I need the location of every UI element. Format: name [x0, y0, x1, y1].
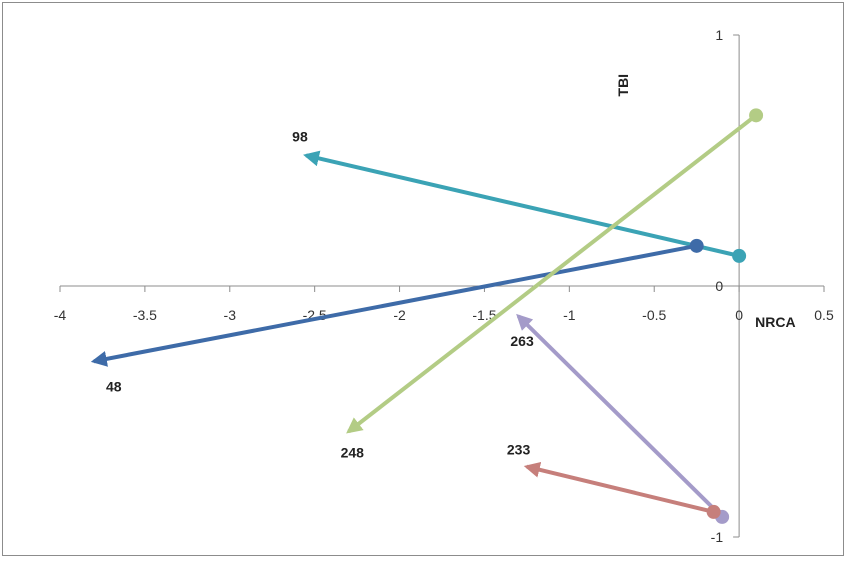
arrow-start-point: [706, 504, 721, 519]
arrow-start-point: [749, 108, 764, 123]
arrow-label: 48: [106, 378, 122, 394]
axes: -4 -3.5 -3 -2.5 -2 -1.5 -1 -0.5 0 0.5-101: [54, 27, 834, 545]
arrow-line: [90, 243, 698, 367]
x-tick-label: -3: [224, 307, 237, 323]
series-arrow-263: 263: [510, 313, 730, 524]
y-axis-title: TBI: [615, 74, 631, 97]
arrow-line: [516, 313, 724, 519]
arrow-line: [346, 113, 758, 434]
y-tick-label: 0: [715, 278, 723, 294]
arrow-line: [303, 150, 740, 258]
arrow-label: 248: [341, 445, 365, 461]
x-tick-label: 0: [735, 307, 743, 323]
series-arrow-248: 248: [341, 108, 764, 461]
x-tick-label: -3.5: [133, 307, 157, 323]
arrow-start-point: [732, 248, 747, 263]
x-tick-label: -4: [54, 307, 67, 323]
arrow-line: [523, 461, 715, 514]
series-arrow-98: 98: [292, 128, 747, 263]
series-arrow-48: 48: [90, 238, 704, 394]
y-tick-label: -1: [711, 529, 724, 545]
series-arrow-233: 233: [507, 442, 721, 519]
y-tick-label: 1: [715, 27, 723, 43]
arrow-label: 263: [510, 333, 534, 349]
x-axis-title: NRCA: [755, 314, 795, 330]
x-tick-label: -2: [393, 307, 406, 323]
x-tick-label: -0.5: [642, 307, 666, 323]
arrow-start-point: [689, 238, 704, 253]
chart-border: [2, 2, 844, 556]
arrow-label: 98: [292, 128, 308, 144]
x-tick-label: -1: [563, 307, 576, 323]
arrow-label: 233: [507, 442, 531, 458]
series-layer: 98 48 248 263 233: [90, 108, 764, 524]
x-tick-label: 0.5: [814, 307, 834, 323]
